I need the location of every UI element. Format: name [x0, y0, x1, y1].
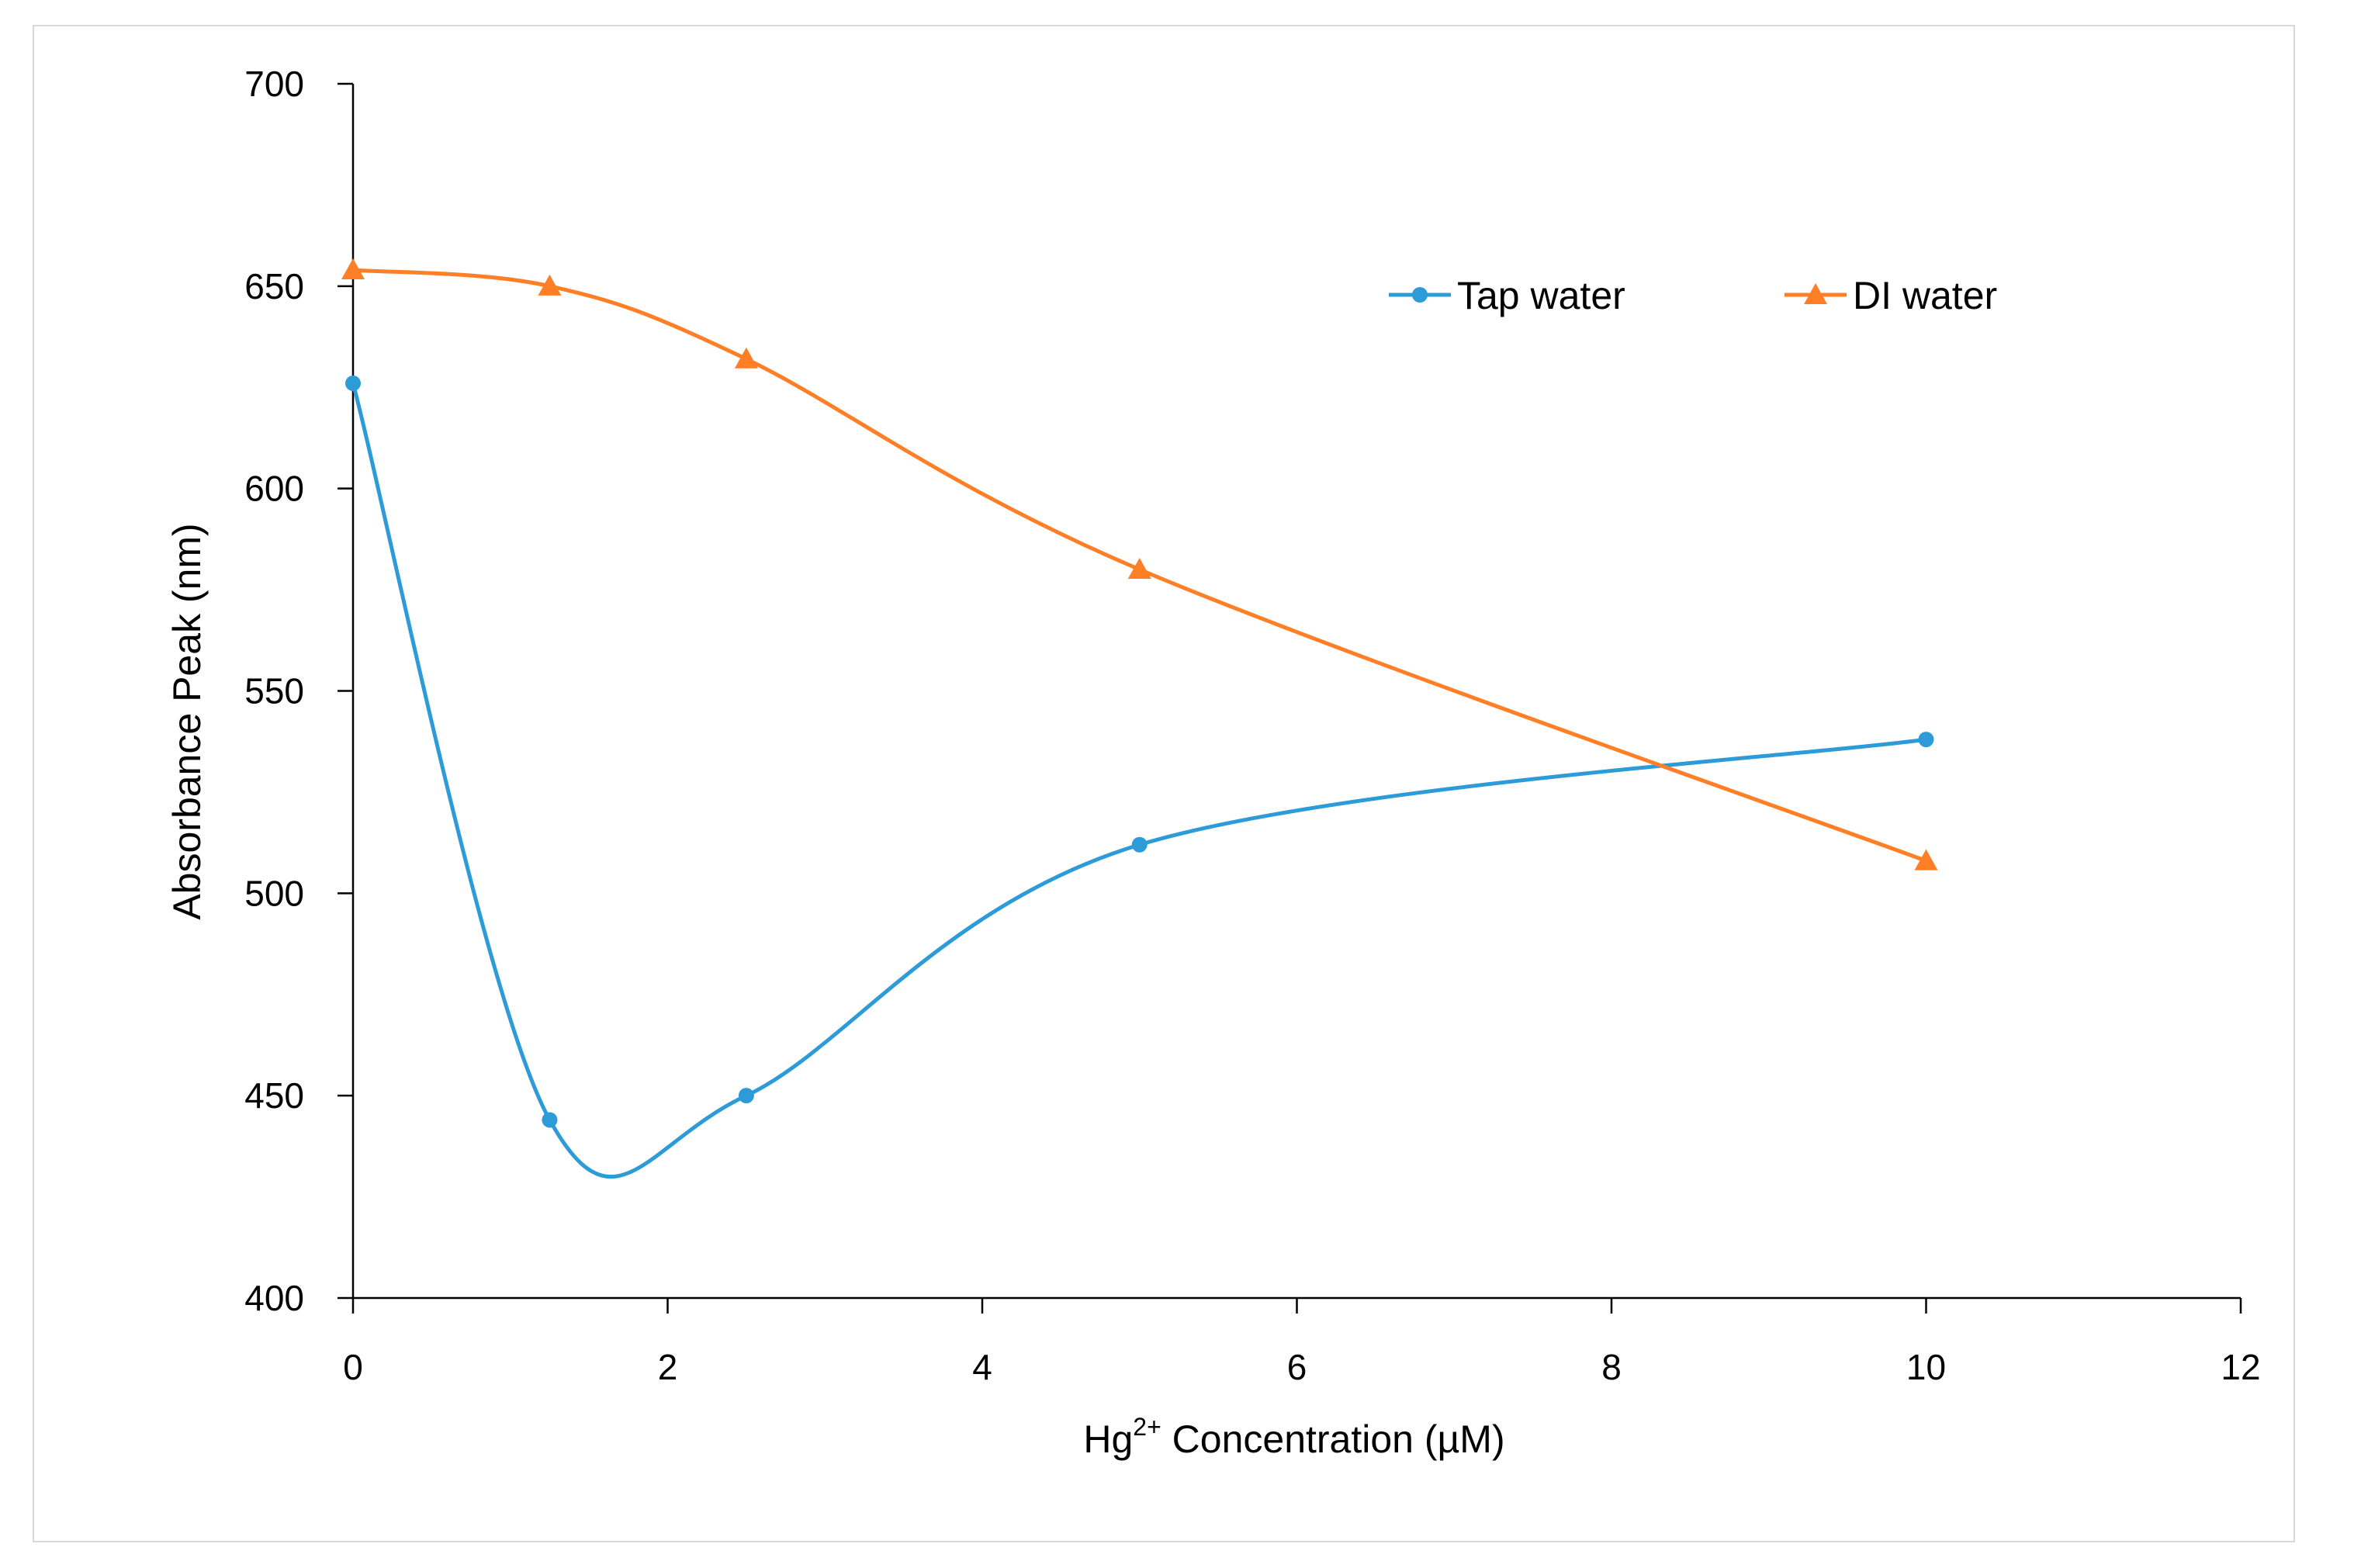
- y-axis-ticks: 400 450 500 550 600 650 700: [244, 64, 353, 1318]
- data-point-tap-water: [542, 1112, 558, 1128]
- data-point-di-water: [1127, 558, 1151, 579]
- x-axis-ticks: 0 2 4 6 8 10 12: [343, 1298, 2261, 1387]
- series-di-water: [341, 258, 1938, 871]
- y-tick-label: 700: [244, 64, 304, 104]
- data-point-di-water: [341, 258, 365, 279]
- data-point-tap-water: [1131, 836, 1148, 853]
- y-tick-label: 550: [244, 671, 304, 711]
- data-point-di-water: [734, 347, 758, 369]
- legend-label-tap-water: Tap water: [1457, 274, 1625, 317]
- x-tick-label: 6: [1287, 1347, 1307, 1387]
- series-layer: [341, 258, 1938, 1179]
- y-tick-label: 450: [244, 1075, 304, 1116]
- x-tick-label: 12: [2221, 1347, 2260, 1387]
- legend: Tap water DI water: [1389, 274, 1997, 317]
- x-axis-title: Hg2+ Concentration (µM): [1083, 1413, 1504, 1461]
- x-tick-label: 4: [972, 1347, 992, 1387]
- data-point-tap-water: [345, 376, 361, 392]
- x-tick-label: 10: [1906, 1347, 1946, 1387]
- x-tick-label: 0: [343, 1347, 363, 1387]
- y-tick-label: 650: [244, 266, 304, 306]
- data-point-di-water: [1914, 849, 1938, 871]
- x-axis-title-base: Hg: [1083, 1417, 1133, 1461]
- y-tick-label: 600: [244, 469, 304, 509]
- y-axis-title: Absorbance Peak (nm): [165, 523, 209, 919]
- chart-frame: [33, 25, 2295, 1542]
- x-tick-label: 2: [658, 1347, 678, 1387]
- legend-item-tap-water: Tap water: [1389, 274, 1625, 317]
- data-point-tap-water: [738, 1088, 754, 1104]
- legend-marker-di-water: [1804, 283, 1827, 304]
- y-tick-label: 500: [244, 873, 304, 913]
- axes: [351, 84, 2241, 1300]
- data-point-di-water: [538, 274, 562, 296]
- legend-item-di-water: DI water: [1785, 274, 1997, 317]
- series-line-tap-water: [351, 382, 1926, 1179]
- x-tick-label: 8: [1601, 1347, 1622, 1387]
- x-axis-title-sup: 2+: [1133, 1413, 1161, 1441]
- legend-marker-tap-water: [1412, 287, 1428, 303]
- legend-label-di-water: DI water: [1853, 274, 1997, 317]
- y-tick-label: 400: [244, 1278, 304, 1318]
- data-point-tap-water: [1918, 732, 1934, 748]
- series-tap-water: [345, 376, 1934, 1179]
- series-line-di-water: [352, 268, 1927, 863]
- x-axis-title-rest: Concentration (µM): [1161, 1417, 1505, 1461]
